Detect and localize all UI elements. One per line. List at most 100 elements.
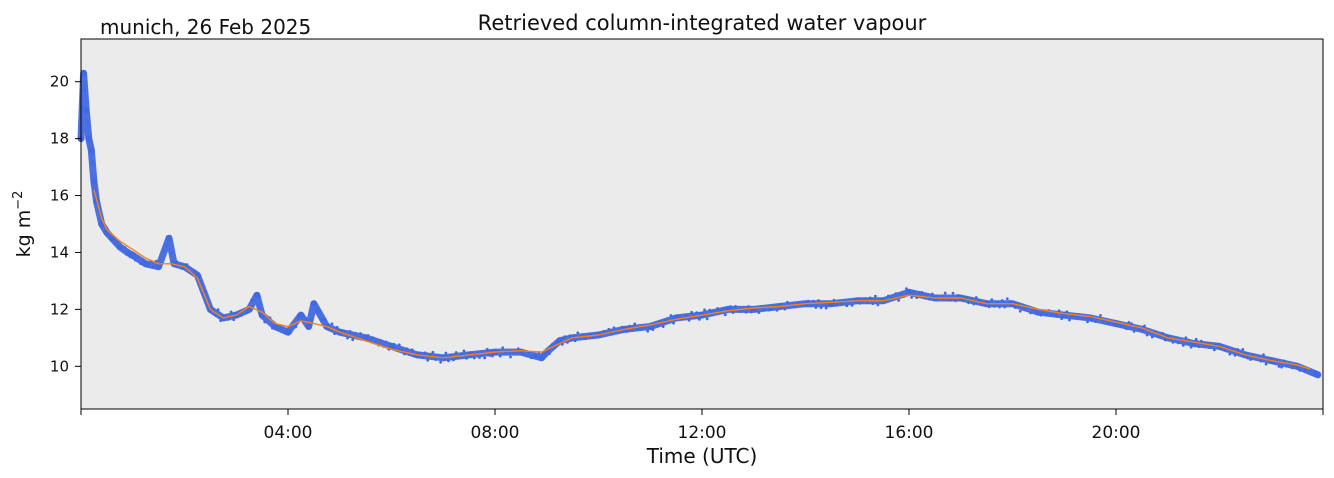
plot-area <box>81 39 1323 409</box>
raw-point-dense <box>954 299 957 303</box>
raw-point-dense <box>289 331 292 334</box>
raw-point-dense <box>535 355 538 359</box>
raw-point-dense <box>972 302 976 306</box>
y-tick-label: 10 <box>50 357 69 375</box>
raw-point <box>1314 371 1322 379</box>
raw-point-dense <box>550 343 554 347</box>
raw-point-dense <box>296 316 300 320</box>
raw-point-dense <box>320 317 324 321</box>
raw-point-dense <box>1303 368 1307 372</box>
raw-point-dense <box>136 256 140 260</box>
raw-point-dense <box>431 350 435 354</box>
raw-point-dense <box>1207 346 1211 349</box>
raw-point-dense <box>1080 317 1084 320</box>
raw-point-dense <box>1034 310 1038 314</box>
raw-point-dense <box>1259 359 1263 363</box>
raw-point-dense <box>152 264 155 268</box>
raw-point <box>1035 309 1042 316</box>
raw-point-dense <box>687 318 691 322</box>
raw-point-dense <box>992 304 996 308</box>
raw-point-dense <box>1171 340 1175 344</box>
raw-point-dense <box>1075 316 1079 319</box>
raw-point-dense <box>568 334 572 338</box>
raw-point-dense <box>284 331 287 335</box>
raw-point-dense <box>873 294 877 298</box>
raw-point-dense <box>522 352 525 356</box>
raw-point-dense <box>447 359 450 363</box>
raw-point-dense <box>897 299 901 302</box>
raw-point-dense <box>491 354 494 358</box>
raw-point-dense <box>227 318 230 321</box>
raw-point-dense <box>428 353 432 356</box>
raw-point-dense <box>509 355 512 359</box>
raw-point-dense <box>1163 338 1167 342</box>
raw-point-dense <box>449 353 453 357</box>
raw-point-dense <box>866 300 869 304</box>
raw-point-dense <box>951 291 955 295</box>
raw-point-dense <box>1290 366 1294 370</box>
raw-point-dense <box>628 324 631 328</box>
raw-point-dense <box>501 346 505 350</box>
raw-point-dense <box>915 296 919 299</box>
y-tick-label: 12 <box>50 300 69 318</box>
x-tick-label: 12:00 <box>678 423 727 443</box>
raw-point-dense <box>1285 363 1289 367</box>
raw-point-dense <box>747 305 750 308</box>
raw-point-dense <box>894 292 898 295</box>
raw-point-dense <box>775 308 779 312</box>
raw-point-dense <box>1132 329 1136 333</box>
raw-point-dense <box>170 251 173 255</box>
raw-point-dense <box>630 328 634 332</box>
raw-point-dense <box>232 318 236 322</box>
raw-point-dense <box>744 310 748 314</box>
raw-point-dense <box>573 339 577 343</box>
raw-point-dense <box>814 306 818 309</box>
raw-point-dense <box>1029 311 1033 315</box>
raw-point-dense <box>1119 324 1123 328</box>
raw-point-dense <box>229 310 233 314</box>
raw-point-dense <box>1161 331 1164 335</box>
y-axis-label: kg m−2 <box>11 191 35 258</box>
raw-point-dense <box>1150 335 1154 339</box>
raw-point-dense <box>369 338 373 342</box>
raw-point-dense <box>783 307 787 311</box>
raw-point-dense <box>811 299 815 303</box>
raw-point-dense <box>1106 321 1110 325</box>
raw-point-dense <box>346 336 349 340</box>
raw-point-dense <box>980 303 983 307</box>
y-tick-label: 18 <box>50 130 69 148</box>
x-tick-label: 08:00 <box>471 423 520 443</box>
raw-point-dense <box>824 306 828 310</box>
raw-point-dense <box>1000 299 1004 302</box>
raw-point <box>297 311 305 319</box>
raw-point-dense <box>302 318 305 322</box>
raw-point-dense <box>462 349 466 353</box>
y-tick-label: 16 <box>50 187 69 205</box>
raw-point-dense <box>529 356 533 360</box>
raw-point-dense <box>1298 368 1302 372</box>
raw-point-dense <box>276 327 280 331</box>
raw-point-dense <box>620 325 624 329</box>
raw-point-dense <box>612 326 616 330</box>
raw-point-dense <box>1068 318 1071 322</box>
raw-point-dense <box>547 352 551 356</box>
raw-point-dense <box>330 322 334 326</box>
raw-point-dense <box>817 299 820 302</box>
raw-point-dense <box>695 311 699 315</box>
raw-point-dense <box>1236 347 1240 351</box>
raw-point-dense <box>974 296 978 299</box>
raw-point-dense <box>123 246 127 249</box>
raw-point-dense <box>949 298 952 302</box>
raw-point-dense <box>566 340 569 344</box>
raw-point-dense <box>193 269 197 273</box>
raw-point-dense <box>886 294 890 298</box>
y-axis-label-base: kg m <box>13 210 35 258</box>
raw-point-dense <box>987 305 991 309</box>
raw-point-dense <box>1070 314 1074 318</box>
raw-point-dense <box>281 328 285 332</box>
raw-point-dense <box>998 305 1001 309</box>
raw-point-dense <box>348 330 352 333</box>
raw-point-dense <box>555 340 559 344</box>
raw-point-dense <box>1039 313 1043 317</box>
raw-point-dense <box>1311 372 1315 376</box>
